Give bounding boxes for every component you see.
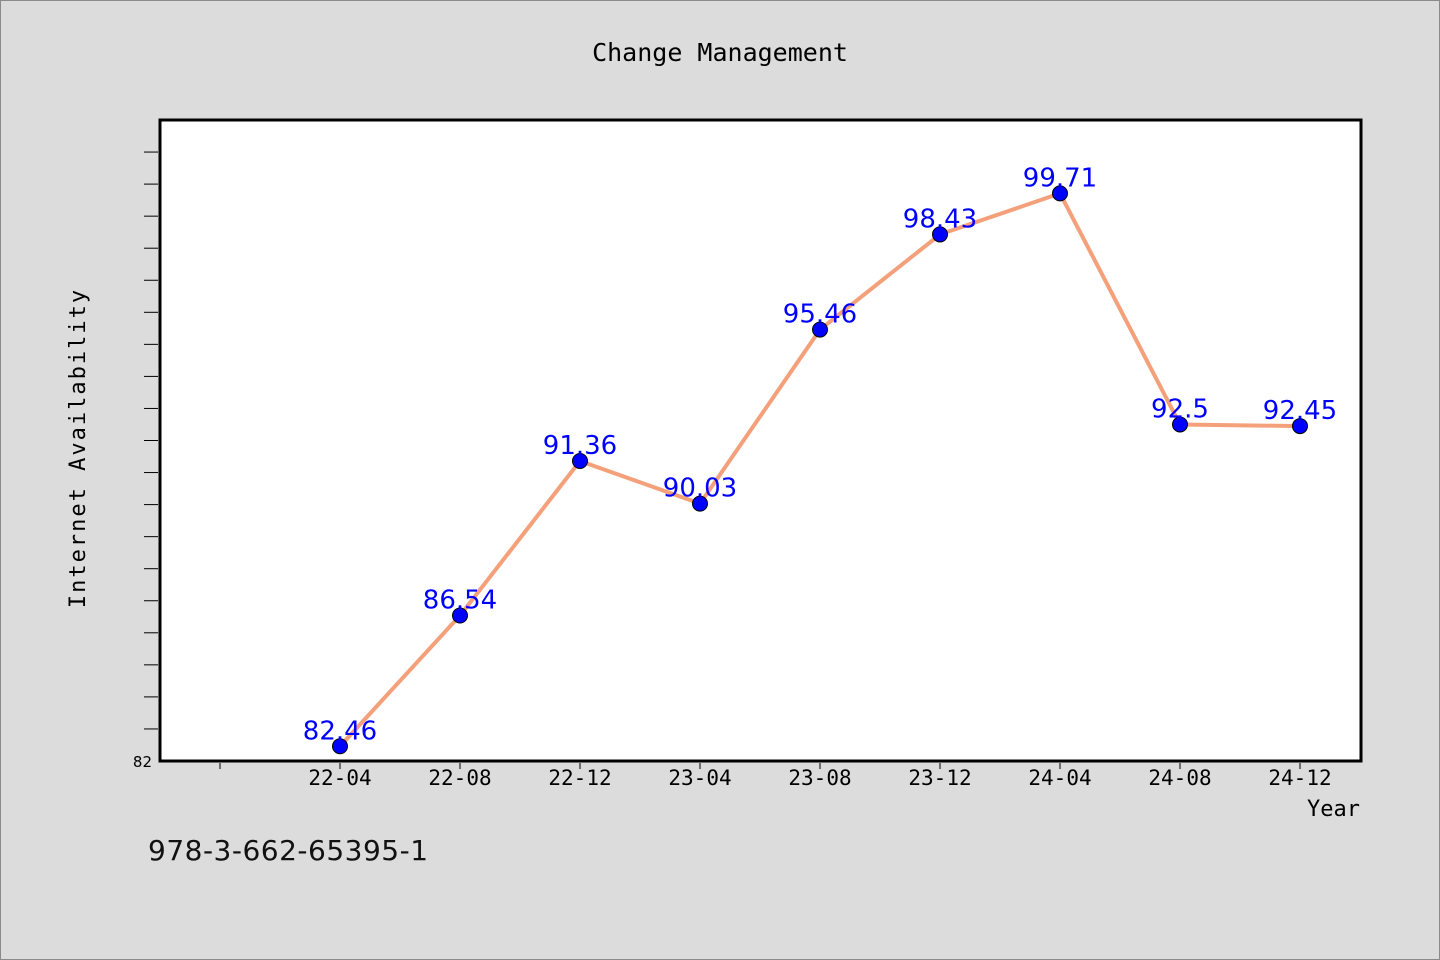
x-axis-label: Year bbox=[1307, 797, 1360, 822]
series-markers-group bbox=[332, 185, 1308, 755]
y-axis-label: Internet Availability bbox=[66, 288, 91, 608]
data-point-marker bbox=[1052, 185, 1068, 202]
y-axis-tick-labels: 82 bbox=[133, 753, 152, 771]
data-label: 82.46 bbox=[303, 716, 377, 746]
data-label: 92.5 bbox=[1151, 394, 1209, 424]
series-data-labels-group: 82.46 86.54 91.36 90.03 95.46 98.43 99.71 92.5 9… bbox=[303, 163, 1337, 746]
data-label: 95.46 bbox=[783, 300, 857, 330]
data-label: 98.43 bbox=[903, 204, 977, 234]
y-tick-label: 82 bbox=[133, 753, 152, 771]
y-axis-ticks bbox=[144, 151, 158, 730]
x-tick-label: 24-08 bbox=[1148, 766, 1211, 790]
data-point-marker bbox=[452, 607, 468, 624]
data-point-marker bbox=[692, 495, 708, 512]
x-tick-label: 23-08 bbox=[788, 766, 851, 790]
x-tick-label: 22-08 bbox=[428, 766, 491, 790]
data-point-marker bbox=[1172, 416, 1188, 433]
data-point-marker bbox=[1292, 418, 1308, 435]
footer-identifier: 978-3-662-65395-1 bbox=[148, 834, 429, 867]
data-point-marker bbox=[332, 738, 348, 755]
data-point-marker bbox=[812, 321, 828, 338]
data-label: 99.71 bbox=[1023, 163, 1097, 193]
plot-area bbox=[158, 118, 1363, 763]
x-tick-label: 24-12 bbox=[1268, 766, 1331, 790]
x-tick-label: 22-12 bbox=[548, 766, 611, 790]
x-axis-tick-labels: 22-04 22-08 22-12 23-04 23-08 23-12 24-04 24-08… bbox=[308, 766, 1331, 790]
data-label: 91.36 bbox=[543, 431, 617, 461]
x-tick-label: 24-04 bbox=[1028, 766, 1091, 790]
data-label: 86.54 bbox=[423, 585, 497, 615]
data-point-marker bbox=[572, 453, 588, 470]
chart-title: Change Management bbox=[592, 38, 848, 67]
data-label: 92.45 bbox=[1263, 396, 1337, 426]
data-point-marker bbox=[932, 226, 948, 243]
data-label: 90.03 bbox=[663, 474, 737, 504]
x-tick-label: 23-12 bbox=[908, 766, 971, 790]
x-tick-label: 23-04 bbox=[668, 766, 731, 790]
x-tick-label: 22-04 bbox=[308, 766, 371, 790]
x-axis-ticks bbox=[219, 763, 1301, 769]
